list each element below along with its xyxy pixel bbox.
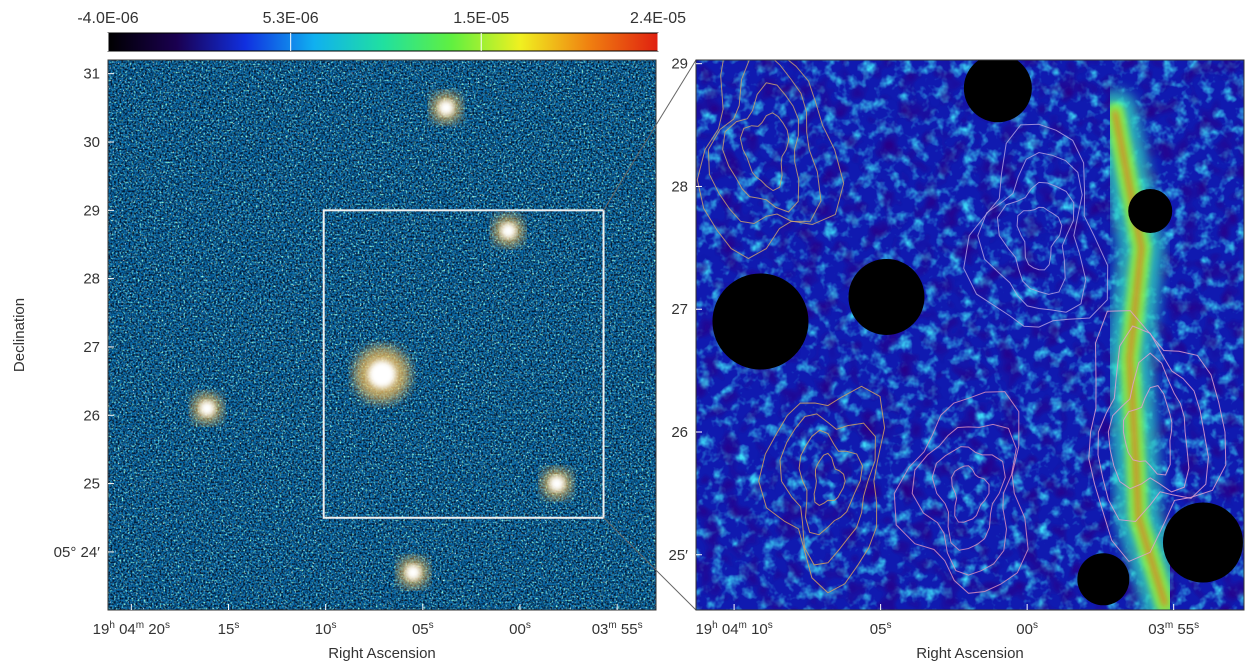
left-frame <box>107 59 657 611</box>
left-bright-source <box>500 223 517 239</box>
right-x-tick-label: 05s​ <box>870 620 892 638</box>
right-y-tick-label: 25′ <box>669 547 689 564</box>
contour-line <box>739 112 790 192</box>
right-y-ticks: 29 28 27 26 25′ <box>669 56 702 564</box>
left-bright-source <box>549 475 565 492</box>
masked-source <box>1077 553 1130 606</box>
contour-line <box>963 123 1109 328</box>
left-x-tick-label: 19h​ 04m​ 20s​ <box>93 620 170 638</box>
left-bright-source <box>368 360 396 389</box>
colorbar-gradient <box>107 32 659 52</box>
right-y-tick-label: 27 <box>671 301 688 318</box>
contour-line <box>798 429 864 536</box>
masked-source <box>1128 189 1173 234</box>
right-image <box>696 60 1244 610</box>
left-bright-source <box>405 564 421 581</box>
right-x-tick-label: 00s​ <box>1016 620 1038 638</box>
left-y-tick-label: 31 <box>83 66 100 83</box>
left-x-tick-label: 03m​ 55s​ <box>592 620 643 638</box>
contour-line <box>722 82 800 213</box>
contour-line <box>696 60 845 260</box>
left-x-tick-label: 00s​ <box>509 620 531 638</box>
contour-line <box>779 413 876 566</box>
left-bright-sources <box>191 92 573 588</box>
right-x-tick-label: 03m​ 55s​ <box>1148 620 1199 638</box>
contour-line <box>1107 352 1190 493</box>
colorbar-tick-label: 2.4E-05 <box>630 10 686 27</box>
contour-line <box>893 391 1029 594</box>
right-x-axis-label: Right Ascension <box>916 645 1024 662</box>
zoom-connector-bottom <box>603 517 697 611</box>
colorbar-tick-label: -4.0E-06 <box>77 10 138 27</box>
right-panel: 19h​ 04m​ 10s​ 05s​ 00s​ 03m​ 55s​ 29 28 27 26… <box>669 56 1245 662</box>
left-panel: 19h​ 04m​ 20s​15s​10s​05s​00s​03m​ 55s​ … <box>11 59 657 662</box>
contour-line <box>1122 385 1173 476</box>
left-bright-source <box>438 100 454 116</box>
left-y-tick-label: 25 <box>83 476 100 493</box>
zoom-region-box <box>322 209 605 519</box>
zoom-connector-lines <box>603 59 697 611</box>
left-y-tick-label: 05° 24′ <box>54 544 101 561</box>
zoom-connector-top <box>603 59 697 211</box>
masked-source <box>848 258 925 335</box>
left-bright-source <box>199 400 215 417</box>
colorbar-ticks: -4.0E-06 5.3E-06 1.5E-05 2.4E-05 <box>77 10 686 51</box>
left-y-tick-label: 30 <box>83 134 100 151</box>
left-y-ticks: 31 30 29 28 27 26 25 05° 24′ <box>54 66 114 561</box>
right-y-tick-label: 29 <box>671 56 688 73</box>
masked-source <box>1162 502 1243 583</box>
left-image <box>108 60 656 610</box>
right-frame <box>695 59 1245 611</box>
contour-line <box>951 465 990 523</box>
masked-source <box>712 273 809 370</box>
masked-source <box>963 60 1032 123</box>
left-y-tick-label: 27 <box>83 339 100 356</box>
left-y-tick-label: 28 <box>83 271 100 288</box>
contour-line <box>977 151 1087 313</box>
left-y-tick-label: 26 <box>83 407 100 424</box>
left-x-tick-label: 15s​ <box>218 620 240 638</box>
right-contours <box>696 60 1227 594</box>
contour-line <box>813 452 846 506</box>
left-x-axis-label: Right Ascension <box>328 645 436 662</box>
left-y-axis-label: Declination <box>11 298 28 372</box>
contour-line <box>1097 325 1209 523</box>
right-masked-sources <box>712 60 1243 606</box>
left-x-tick-label: 05s​ <box>412 620 434 638</box>
right-x-ticks: 19h​ 04m​ 10s​ 05s​ 00s​ 03m​ 55s​ <box>695 604 1199 638</box>
left-x-ticks: 19h​ 04m​ 20s​ 15s​ 10s​ 05s​ 00s​ 03m​ 55s​ <box>93 604 643 638</box>
colorbar-tick-label: 5.3E-06 <box>263 10 319 27</box>
contour-line <box>1016 206 1063 271</box>
right-y-tick-label: 26 <box>671 424 688 441</box>
left-y-tick-label: 29 <box>83 202 100 219</box>
contour-line <box>931 446 1006 551</box>
right-x-tick-label: 19h​ 04m​ 10s​ <box>695 620 772 638</box>
colorbar: -4.0E-06 5.3E-06 1.5E-05 2.4E-05 <box>77 10 686 52</box>
contour-line <box>758 385 886 594</box>
contour-line <box>996 181 1075 295</box>
colorbar-tick-label: 1.5E-05 <box>453 10 509 27</box>
contour-line <box>1088 310 1227 563</box>
contour-line <box>911 423 1017 576</box>
right-y-tick-label: 28 <box>671 178 688 195</box>
left-x-tick-label: 10s​ <box>315 620 337 638</box>
